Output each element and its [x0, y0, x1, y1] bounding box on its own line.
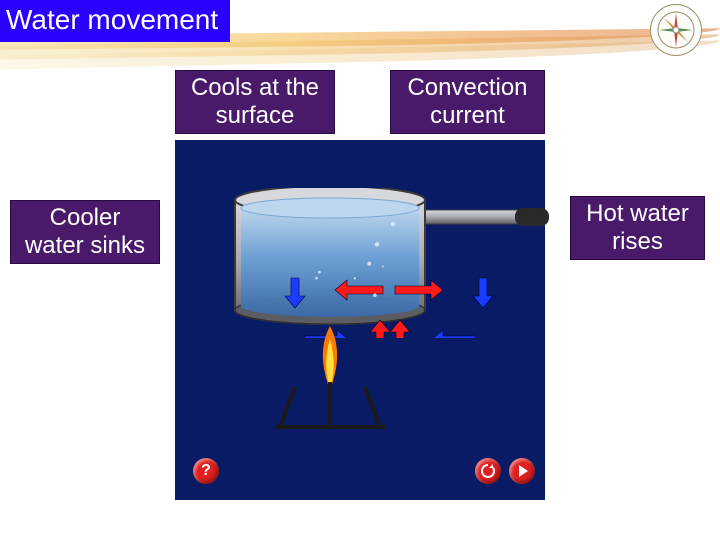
help-button[interactable]: ? — [193, 458, 219, 484]
label-hot-water-rises: Hot waterrises — [570, 196, 705, 260]
label-text: Coolerwater sinks — [25, 204, 145, 259]
page-title: Water movement — [0, 0, 230, 42]
reload-button[interactable] — [475, 458, 501, 484]
logo-badge — [650, 4, 702, 56]
slide: Water movement Cools at thesurface Conve… — [0, 0, 720, 540]
label-text: Hot waterrises — [586, 200, 689, 255]
label-convection-current: Convectioncurrent — [390, 70, 545, 134]
label-text: Cools at thesurface — [191, 74, 319, 129]
label-text: Convectioncurrent — [407, 74, 527, 129]
label-cools-at-surface: Cools at thesurface — [175, 70, 335, 134]
reload-icon — [480, 463, 496, 479]
label-cooler-water-sinks: Coolerwater sinks — [10, 200, 160, 264]
play-button[interactable] — [509, 458, 535, 484]
diagram-panel: ? — [175, 140, 545, 500]
pot-diagram — [225, 188, 555, 338]
burner-stand — [275, 382, 385, 432]
compass-icon — [656, 10, 696, 50]
